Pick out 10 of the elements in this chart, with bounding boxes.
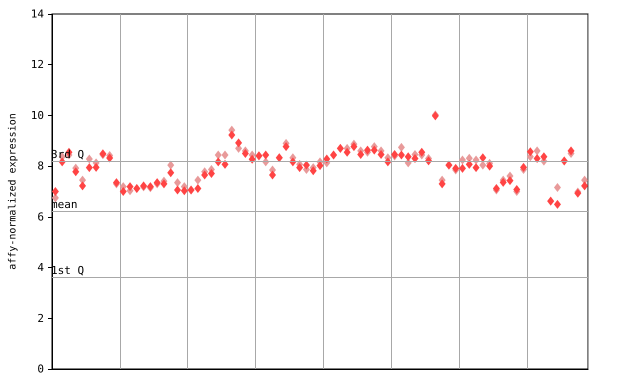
y-tick-label: 8 <box>37 160 44 173</box>
y-tick-label: 6 <box>37 210 44 224</box>
y-tick-label: 12 <box>30 58 44 72</box>
y-tick-label: 10 <box>30 108 44 122</box>
y-tick-label: 0 <box>37 362 44 376</box>
y-tick-label: 2 <box>37 312 44 325</box>
y-tick-label: 14 <box>30 8 44 20</box>
y-axis-title: affy-normalized expression <box>8 113 18 270</box>
y-tick-label: 4 <box>37 261 44 274</box>
ref-line-label: 1st Q <box>51 264 84 277</box>
